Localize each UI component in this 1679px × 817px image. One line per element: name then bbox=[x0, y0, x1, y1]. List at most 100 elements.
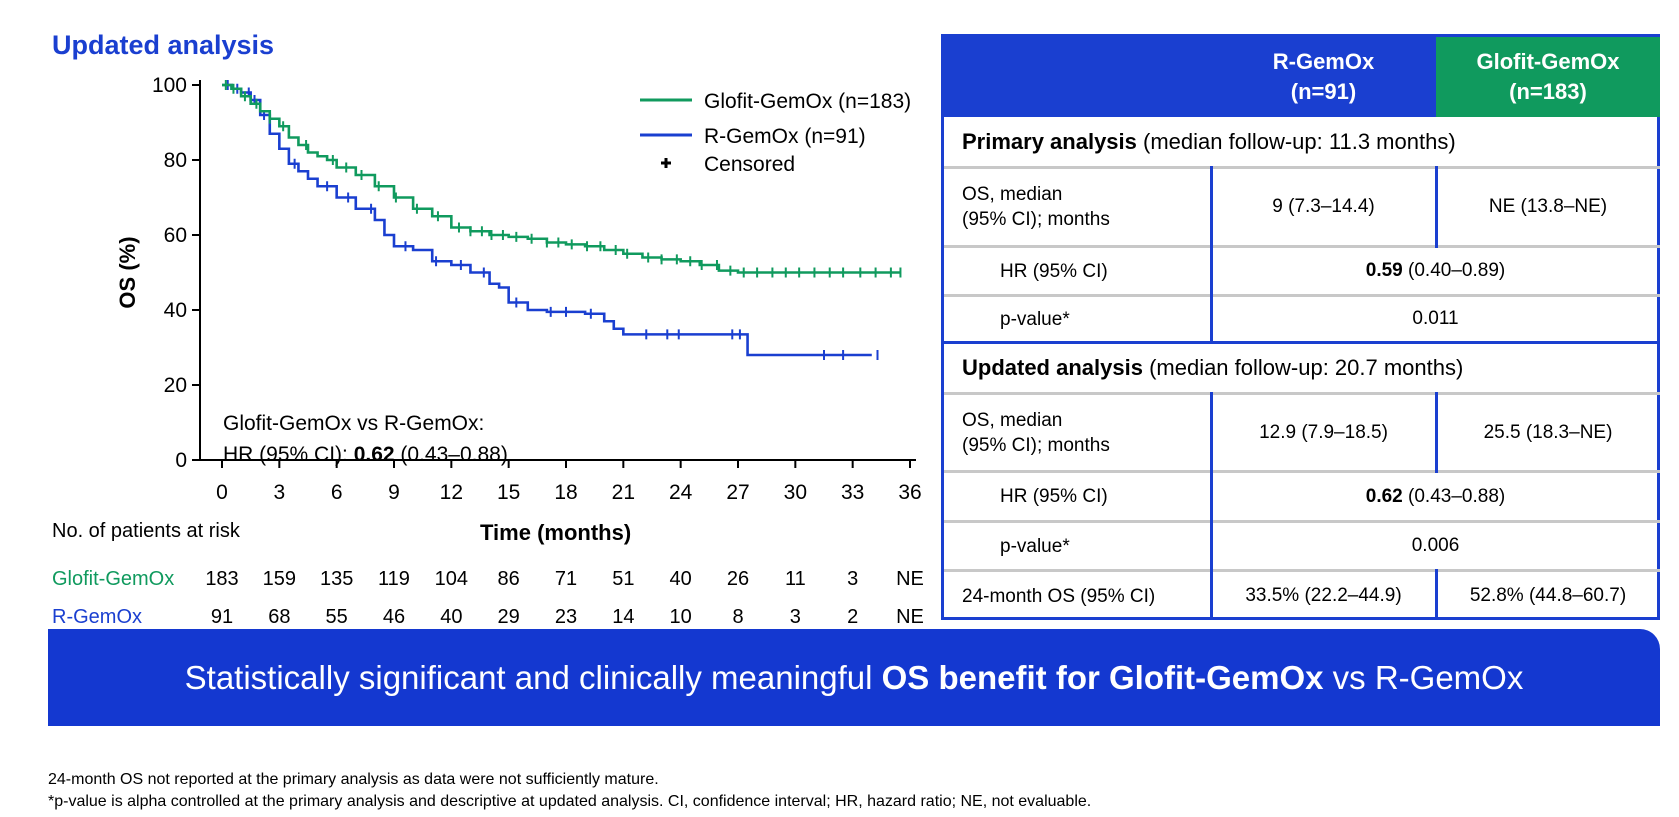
header-glofit-label: Glofit-GemOx (n=183) bbox=[1476, 49, 1620, 104]
banner-prefix: Statistically significant and clinically… bbox=[184, 658, 882, 696]
risk-value: 23 bbox=[554, 606, 578, 628]
risk-value: 119 bbox=[378, 568, 410, 590]
conclusion-banner: Statistically significant and clinically… bbox=[48, 629, 1660, 726]
risk-value: 71 bbox=[554, 568, 578, 590]
primary-hr-bold: 0.59 bbox=[1365, 260, 1403, 281]
risk-value: 135 bbox=[319, 568, 354, 590]
primary-os-label: OS, median (95% CI); months bbox=[944, 169, 1211, 245]
footnote-1: 24-month OS not reported at the primary … bbox=[48, 771, 659, 788]
y-axis-title: OS (%) bbox=[115, 236, 140, 308]
divider bbox=[944, 470, 1660, 473]
divider bbox=[944, 392, 1660, 395]
column-divider bbox=[1210, 166, 1213, 341]
risk-value: 10 bbox=[669, 606, 692, 628]
x-tick-label: 33 bbox=[841, 481, 864, 504]
header-rgemox: R-GemOx (n=91) bbox=[1211, 37, 1436, 117]
risk-value: 8 bbox=[732, 606, 744, 628]
primary-hr-label: HR (95% CI) bbox=[1000, 260, 1108, 282]
annotation-line2-prefix: HR (95% CI): bbox=[223, 443, 354, 466]
updated-p-label: p-value* bbox=[1000, 535, 1070, 557]
banner-bold: OS benefit for Glofit-GemOx bbox=[881, 658, 1324, 696]
risk-value: 51 bbox=[612, 568, 635, 590]
updated-heading: Updated analysis (median follow-up: 20.7… bbox=[944, 344, 1660, 392]
y-tick-label: 100 bbox=[152, 74, 187, 97]
risk-value: 14 bbox=[612, 606, 635, 628]
x-tick-label: 9 bbox=[388, 481, 400, 504]
primary-heading-rest: (median follow-up: 11.3 months) bbox=[1136, 128, 1456, 154]
updated-os-label: OS, median (95% CI); months bbox=[944, 395, 1211, 470]
x-tick-label: 18 bbox=[554, 481, 577, 504]
series-line-glofit-gemox bbox=[222, 83, 901, 274]
risk-value: NE bbox=[896, 568, 924, 590]
y-tick-label: 20 bbox=[164, 374, 187, 397]
risk-value: 40 bbox=[669, 568, 692, 590]
y-tick-label: 40 bbox=[164, 299, 187, 322]
risk-value: 11 bbox=[784, 568, 806, 590]
risk-value: 29 bbox=[497, 606, 520, 628]
x-axis-title: Time (months) bbox=[480, 520, 632, 545]
risk-value: 159 bbox=[262, 568, 297, 590]
risk-row-label: R-GemOx bbox=[52, 606, 142, 628]
risk-row-label: Glofit-GemOx bbox=[52, 568, 175, 590]
annotation-line2-suffix: (0.43–0.88) bbox=[395, 443, 508, 466]
column-divider bbox=[1435, 569, 1438, 620]
risk-value: 3 bbox=[789, 606, 801, 628]
updated-os-glofit: 25.5 (18.3–NE) bbox=[1483, 421, 1613, 443]
risk-value: 68 bbox=[268, 606, 291, 628]
section-divider bbox=[944, 341, 1660, 344]
risk-value: 40 bbox=[440, 606, 463, 628]
column-divider bbox=[1435, 392, 1438, 473]
primary-os-label-text: OS, median (95% CI); months bbox=[962, 184, 1110, 230]
primary-hr-value: 0.59 (0.40–0.89) bbox=[1211, 248, 1660, 294]
chart-title: Updated analysis bbox=[52, 30, 275, 60]
os24-glofit: 52.8% (44.8–60.7) bbox=[1469, 585, 1627, 606]
os24-rgemox: 33.5% (22.2–44.9) bbox=[1245, 585, 1402, 606]
primary-heading-bold: Primary analysis bbox=[962, 128, 1137, 154]
annotation-line2-bold: 0.62 bbox=[354, 443, 395, 466]
risk-value: 2 bbox=[847, 606, 859, 628]
updated-os-rgemox: 12.9 (7.9–18.5) bbox=[1259, 421, 1388, 443]
divider bbox=[944, 294, 1660, 297]
legend-label: Censored bbox=[704, 153, 795, 176]
risk-value: 3 bbox=[847, 568, 859, 590]
annotation-line1: Glofit-GemOx vs R-GemOx: bbox=[223, 412, 484, 435]
x-tick-label: 21 bbox=[612, 481, 635, 504]
x-tick-label: 0 bbox=[216, 481, 228, 504]
risk-value: 55 bbox=[325, 606, 348, 628]
risk-value: 104 bbox=[434, 568, 469, 590]
y-tick-label: 80 bbox=[164, 149, 187, 172]
risk-value: NE bbox=[896, 606, 924, 628]
risk-table-header: No. of patients at risk bbox=[52, 520, 240, 542]
x-tick-label: 12 bbox=[440, 481, 463, 504]
x-tick-label: 3 bbox=[273, 481, 285, 504]
results-table: R-GemOx (n=91) Glofit-GemOx (n=183) Primar… bbox=[941, 34, 1660, 620]
risk-value: 91 bbox=[210, 606, 234, 628]
footnote-2: *p-value is alpha controlled at the prim… bbox=[48, 793, 1092, 810]
header-rgemox-label: R-GemOx (n=91) bbox=[1272, 49, 1375, 104]
updated-hr-rest: (0.43–0.88) bbox=[1402, 485, 1506, 507]
legend-label: R-GemOx (n=91) bbox=[704, 125, 866, 148]
x-tick-label: 36 bbox=[898, 481, 921, 504]
x-tick-label: 30 bbox=[784, 481, 807, 504]
annotation-line2: HR (95% CI): 0.62 (0.43–0.88) bbox=[223, 443, 508, 466]
os24-label: 24-month OS (95% CI) bbox=[962, 585, 1156, 607]
x-tick-label: 27 bbox=[726, 481, 749, 504]
primary-hr-rest: (0.40–0.89) bbox=[1402, 260, 1506, 281]
primary-os-rgemox: 9 (7.3–14.4) bbox=[1272, 196, 1375, 217]
updated-hr-bold: 0.62 bbox=[1365, 485, 1403, 507]
column-divider bbox=[1435, 166, 1438, 248]
divider bbox=[944, 166, 1660, 169]
risk-value: 183 bbox=[205, 568, 239, 590]
primary-p-value: 0.011 bbox=[1412, 308, 1459, 329]
column-divider bbox=[1210, 392, 1213, 620]
updated-hr-label: HR (95% CI) bbox=[1000, 486, 1108, 507]
banner-suffix: vs R-GemOx bbox=[1323, 658, 1524, 696]
risk-value: 46 bbox=[382, 606, 406, 628]
updated-os-label-text: OS, median (95% CI); months bbox=[962, 409, 1110, 456]
primary-p-label: p-value* bbox=[1000, 308, 1070, 330]
updated-heading-rest: (median follow-up: 20.7 months) bbox=[1142, 355, 1464, 380]
series-line-r-gemox bbox=[222, 83, 872, 357]
table-header-blank bbox=[944, 37, 1211, 117]
y-tick-label: 0 bbox=[175, 449, 187, 472]
